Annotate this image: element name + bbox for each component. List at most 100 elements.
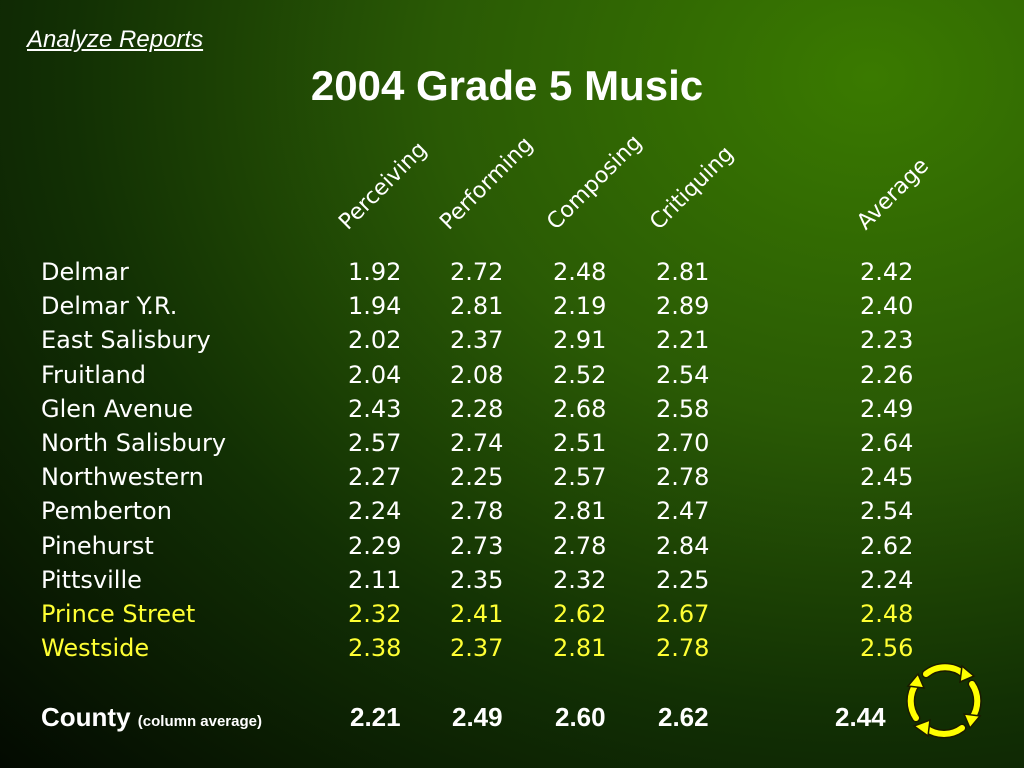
school-name: Pinehurst <box>41 531 154 560</box>
score-cell: 2.64 <box>860 429 914 457</box>
score-cell: 2.72 <box>450 258 504 286</box>
school-name: North Salisbury <box>41 429 227 457</box>
score-cell: 2.24 <box>348 497 402 526</box>
county-label: County (column average) <box>41 700 262 739</box>
score-cell: 2.08 <box>450 360 504 389</box>
score-cell: 2.78 <box>450 497 504 526</box>
school-name: Northwestern <box>41 463 204 492</box>
score-cell: 2.57 <box>348 429 402 457</box>
score-cell: 2.25 <box>450 463 504 492</box>
school-name: Pittsville <box>41 565 142 594</box>
column-header-critiquing: Critiquing <box>645 141 739 235</box>
score-cell: 2.40 <box>860 292 914 321</box>
county-label-text: County <box>41 702 131 732</box>
county-value-performing: 2.49 <box>452 702 503 732</box>
score-cell: 2.41 <box>450 600 504 628</box>
school-name: Delmar Y.R. <box>41 292 178 321</box>
score-cell: 2.54 <box>656 360 710 389</box>
score-cell: 2.32 <box>553 565 607 594</box>
table-row: Pittsville 2.11 2.35 2.32 2.25 2.24 <box>0 563 1000 597</box>
score-cell: 2.28 <box>450 394 504 423</box>
score-cell: 2.11 <box>348 565 402 594</box>
score-cell: 2.37 <box>450 326 504 355</box>
score-cell: 2.52 <box>553 360 607 389</box>
score-cell: 2.24 <box>860 565 914 594</box>
column-header-average: Average <box>852 153 934 235</box>
score-cell: 2.89 <box>656 292 710 321</box>
score-cell: 2.74 <box>450 429 504 457</box>
score-cell: 2.43 <box>348 394 402 423</box>
county-row: County (column average) 2.21 2.49 2.60 2… <box>0 700 1000 734</box>
table-row: Delmar Y.R. 1.94 2.81 2.19 2.89 2.40 <box>0 289 1000 323</box>
score-cell: 2.35 <box>450 565 504 594</box>
score-cell: 2.38 <box>348 634 402 663</box>
score-cell: 2.51 <box>553 429 607 457</box>
score-cell: 2.84 <box>656 531 710 560</box>
county-value-composing: 2.60 <box>555 702 606 732</box>
school-name: East Salisbury <box>41 326 211 355</box>
score-cell: 2.45 <box>860 463 914 492</box>
score-cell: 2.54 <box>860 497 914 526</box>
table-row: Glen Avenue 2.43 2.28 2.68 2.58 2.49 <box>0 392 1000 426</box>
table-row: Prince Street 2.32 2.41 2.62 2.67 2.48 <box>0 597 1000 631</box>
score-cell: 2.19 <box>553 292 607 321</box>
score-cell: 2.81 <box>656 258 710 286</box>
score-cell: 2.62 <box>860 531 914 560</box>
page-title: 2004 Grade 5 Music <box>310 62 704 109</box>
score-cell: 2.78 <box>656 463 710 492</box>
column-header-performing: Performing <box>435 132 539 235</box>
table-row: Fruitland 2.04 2.08 2.52 2.54 2.26 <box>0 358 1000 392</box>
score-cell: 2.02 <box>348 326 402 355</box>
table-row: Pinehurst 2.29 2.73 2.78 2.84 2.62 <box>0 529 1000 563</box>
score-cell: 2.81 <box>553 497 607 526</box>
school-name: Westside <box>41 634 150 663</box>
score-cell: 2.57 <box>553 463 607 492</box>
score-cell: 2.26 <box>860 360 914 389</box>
cycle-arrows-icon[interactable] <box>904 660 984 740</box>
school-name: Delmar <box>41 258 129 286</box>
score-cell: 2.47 <box>656 497 710 526</box>
score-cell: 1.92 <box>348 258 402 286</box>
county-value-perceiving: 2.21 <box>350 702 401 732</box>
column-header-perceiving: Perceiving <box>334 137 433 235</box>
table-row: Westside 2.38 2.37 2.81 2.78 2.56 <box>0 631 1000 665</box>
score-cell: 2.73 <box>450 531 504 560</box>
score-cell: 2.25 <box>656 565 710 594</box>
table-row: Delmar 1.92 2.72 2.48 2.81 2.42 <box>0 255 1000 289</box>
score-cell: 2.29 <box>348 531 402 560</box>
score-cell: 2.42 <box>860 258 914 286</box>
county-value-average: 2.44 <box>835 702 886 732</box>
analyze-reports-link[interactable]: Analyze Reports <box>27 26 204 53</box>
score-cell: 2.48 <box>553 258 607 286</box>
score-cell: 2.49 <box>860 394 914 423</box>
table-row: Pemberton 2.24 2.78 2.81 2.47 2.54 <box>0 494 1000 528</box>
score-cell: 2.56 <box>860 634 914 663</box>
school-name: Pemberton <box>41 497 172 526</box>
school-name: Glen Avenue <box>41 394 194 423</box>
score-cell: 2.32 <box>348 600 402 628</box>
score-cell: 2.81 <box>553 634 607 663</box>
score-cell: 1.94 <box>348 292 402 321</box>
score-cell: 2.62 <box>553 600 607 628</box>
table-row: East Salisbury 2.02 2.37 2.91 2.21 2.23 <box>0 323 1000 357</box>
score-cell: 2.21 <box>656 326 710 355</box>
table-row: North Salisbury 2.57 2.74 2.51 2.70 2.64 <box>0 426 1000 460</box>
score-cell: 2.78 <box>553 531 607 560</box>
score-cell: 2.48 <box>860 600 914 628</box>
county-note: (column average) <box>137 713 262 730</box>
school-name: Fruitland <box>41 360 147 389</box>
score-cell: 2.23 <box>860 326 914 355</box>
score-cell: 2.70 <box>656 429 710 457</box>
score-cell: 2.67 <box>656 600 710 628</box>
column-header-composing: Composing <box>542 130 648 235</box>
county-value-critiquing: 2.62 <box>658 702 709 732</box>
score-cell: 2.37 <box>450 634 504 663</box>
score-cell: 2.78 <box>656 634 710 663</box>
score-cell: 2.58 <box>656 394 710 423</box>
score-cell: 2.68 <box>553 394 607 423</box>
table-row: Northwestern 2.27 2.25 2.57 2.78 2.45 <box>0 460 1000 494</box>
score-cell: 2.81 <box>450 292 504 321</box>
school-name: Prince Street <box>41 600 196 628</box>
score-cell: 2.27 <box>348 463 402 492</box>
score-cell: 2.04 <box>348 360 402 389</box>
